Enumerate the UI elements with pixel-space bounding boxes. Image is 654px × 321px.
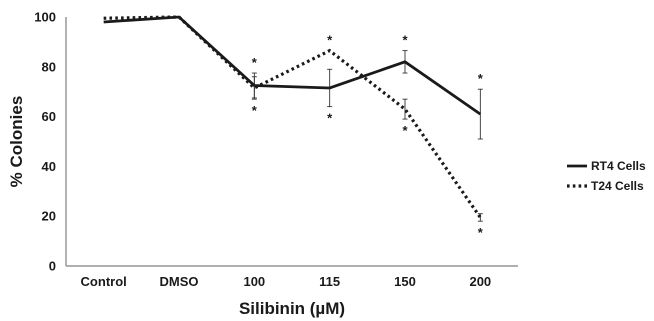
significance-star-115-lower: * [327,111,333,126]
error-bar-t24-cells-150 [402,98,408,120]
significance-star-200-lower: * [478,225,484,240]
x-tick-labels: Control DMSO 100 115 150 200 [81,274,492,289]
legend-item-t24-cells: T24 Cells [567,179,644,193]
x-axis-title: Silibinin (µM) [239,299,345,318]
significance-markers: * * * * * * * * [252,33,484,241]
legend: RT4 Cells T24 Cells [567,159,646,193]
axes [65,17,518,267]
y-tick-labels: 0 20 40 60 80 100 [34,10,56,274]
legend-label-t24-cells: T24 Cells [591,179,644,193]
significance-star-200-upper: * [478,71,484,86]
x-tick-label-200: 200 [469,274,491,289]
x-tick-label-100: 100 [243,274,265,289]
series-line-t24-cells [103,15,482,219]
x-tick-label-dmso: DMSO [160,274,199,289]
legend-item-rt4-cells: RT4 Cells [567,159,646,173]
x-tick-label-115: 115 [319,274,340,289]
legend-label-rt4-cells: RT4 Cells [591,159,646,173]
significance-star-100-lower: * [252,103,258,118]
y-tick-label-40: 40 [42,159,56,174]
y-tick-label-100: 100 [34,10,56,25]
series-line-rt4-cells [103,15,482,116]
significance-star-150-upper: * [402,33,408,48]
x-tick-label-control: Control [81,274,127,289]
significance-star-150-lower: * [402,123,408,138]
significance-star-115-upper: * [327,33,333,48]
significance-star-100-upper: * [252,55,258,70]
series-lines [103,15,482,219]
y-tick-label-60: 60 [42,109,56,124]
y-tick-label-0: 0 [49,259,56,274]
y-tick-label-20: 20 [42,209,56,224]
y-axis-title: % Colonies [7,96,26,188]
y-tick-label-80: 80 [42,59,56,74]
error-bar-t24-cells-100 [251,76,257,100]
x-tick-label-150: 150 [394,274,416,289]
